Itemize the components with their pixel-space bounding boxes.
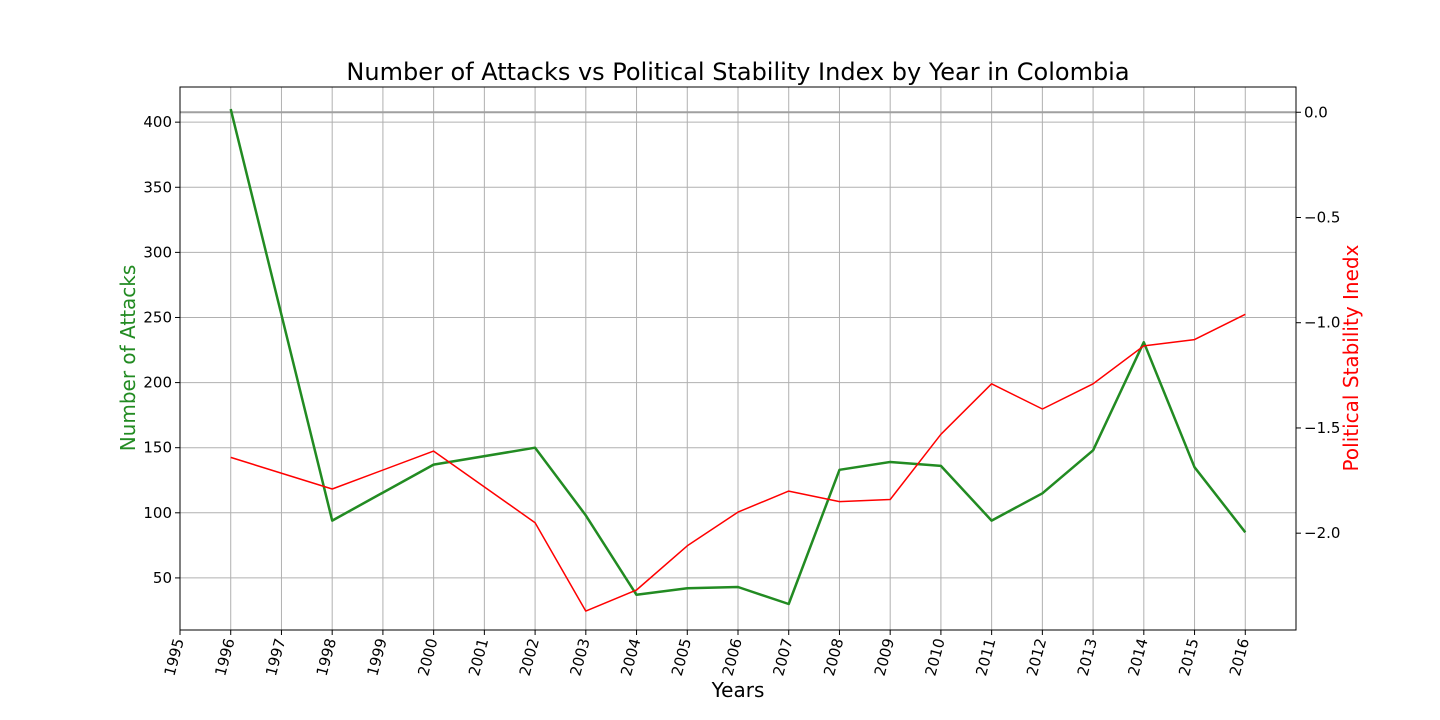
x-axis-title: Years: [711, 678, 765, 702]
x-tick-label: 2007: [769, 636, 796, 678]
x-tick-label: 2013: [1074, 636, 1101, 678]
x-tick-label: 2004: [617, 636, 644, 678]
x-tick-label: 2003: [566, 636, 593, 678]
right-y-tick-label: −2.0: [1304, 524, 1340, 542]
x-tick-label: 1996: [211, 636, 238, 678]
series-layer: [229, 108, 1247, 612]
x-tick-label: 2006: [719, 636, 746, 678]
left-y-tick-label: 400: [143, 113, 172, 131]
x-axis-ticks: 1995 1996 1997 1998 1999 2000 2001 2002 2003 2004…: [161, 630, 1253, 678]
left-y-tick-label: 150: [143, 439, 172, 457]
right-y-axis-ticks: −2.0 −1.5 −1.0 −0.5 0.0: [1296, 103, 1340, 542]
x-tick-label: 1997: [262, 636, 289, 678]
x-tick-label: 2016: [1226, 636, 1253, 678]
x-tick-label: 2000: [414, 636, 441, 678]
stability-series-line: [230, 313, 1246, 612]
left-y-tick-label: 250: [143, 308, 172, 326]
right-y-tick-label: −0.5: [1304, 208, 1340, 226]
x-tick-label: 2001: [465, 636, 492, 678]
x-tick-label: 2002: [516, 636, 543, 678]
x-tick-label: 2011: [972, 636, 999, 678]
left-y-tick-label: 100: [143, 504, 172, 522]
x-tick-label: 2015: [1175, 636, 1202, 678]
left-y-tick-label: 300: [143, 243, 172, 261]
attacks-series-line: [229, 108, 1247, 606]
x-tick-label: 2005: [668, 636, 695, 678]
left-y-axis-ticks: 50 100 150 200 250 300 350 400: [143, 113, 180, 587]
right-y-axis-title: Political Stability Inedx: [1339, 244, 1363, 471]
x-tick-label: 2012: [1023, 636, 1050, 678]
grid: [179, 87, 1296, 630]
x-tick-label: 2008: [820, 636, 847, 678]
right-y-tick-label: −1.0: [1304, 314, 1340, 332]
right-y-tick-label: 0.0: [1304, 103, 1328, 121]
right-y-tick-label: −1.5: [1304, 419, 1340, 437]
left-y-tick-label: 200: [143, 374, 172, 392]
left-y-tick-label: 350: [143, 178, 172, 196]
chart-title: Number of Attacks vs Political Stability…: [346, 58, 1129, 86]
x-tick-label: 2010: [922, 636, 949, 678]
left-y-axis-title: Number of Attacks: [116, 265, 140, 452]
x-tick-label: 2009: [871, 636, 898, 678]
x-tick-label: 1998: [313, 636, 340, 678]
left-y-tick-label: 50: [153, 569, 172, 587]
x-tick-label: 1995: [161, 636, 188, 678]
x-tick-label: 1999: [364, 636, 391, 678]
x-tick-label: 2014: [1124, 636, 1151, 678]
